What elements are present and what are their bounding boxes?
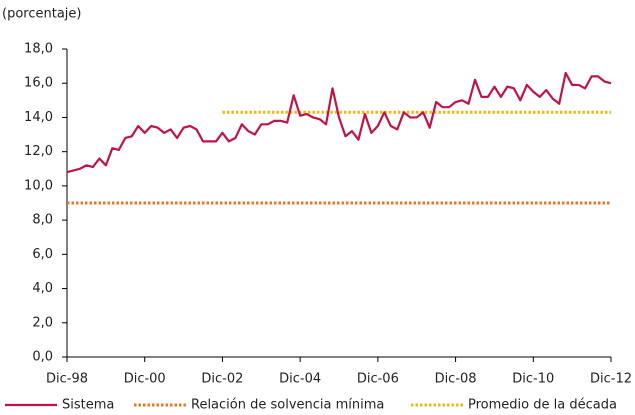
series-line xyxy=(66,71,612,174)
y-tick-label: 12,0 xyxy=(24,144,53,159)
y-tick-label: 2,0 xyxy=(32,315,53,330)
y-tick-label: 10,0 xyxy=(24,178,53,193)
x-tick-label: Dic-98 xyxy=(46,372,88,387)
y-tick-label: 4,0 xyxy=(32,281,53,296)
x-tick-label: Dic-08 xyxy=(435,372,477,387)
y-tick-label: 16,0 xyxy=(24,76,53,91)
legend-label: Promedio de la década xyxy=(468,398,617,413)
x-tick-label: Dic-02 xyxy=(201,372,243,387)
y-tick-label: 14,0 xyxy=(24,110,53,125)
x-tick-label: Dic-00 xyxy=(124,372,166,387)
y-tick-label: 8,0 xyxy=(32,213,53,228)
legend-label: Relación de solvencia mínima xyxy=(191,398,384,413)
y-tick-label: 6,0 xyxy=(32,247,53,262)
y-axis-label: (porcentaje) xyxy=(2,7,81,22)
x-tick-label: Dic-12 xyxy=(590,372,632,387)
x-tick-label: Dic-04 xyxy=(279,372,321,387)
y-tick-label: 18,0 xyxy=(24,42,53,57)
legend-label: Sistema xyxy=(62,398,114,413)
x-tick-label: Dic-06 xyxy=(357,372,399,387)
y-tick-label: 0,0 xyxy=(32,350,53,365)
x-tick-label: Dic-10 xyxy=(512,372,554,387)
